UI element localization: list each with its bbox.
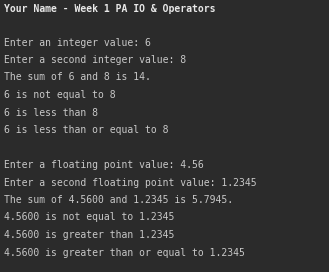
Text: Your Name - Week 1 PA IO & Operators: Your Name - Week 1 PA IO & Operators	[4, 4, 215, 14]
Text: Enter a second integer value: 8: Enter a second integer value: 8	[4, 55, 186, 65]
Text: Enter a floating point value: 4.56: Enter a floating point value: 4.56	[4, 160, 204, 170]
Text: 6 is less than 8: 6 is less than 8	[4, 107, 98, 118]
Text: 4.5600 is greater than 1.2345: 4.5600 is greater than 1.2345	[4, 230, 174, 240]
Text: Enter a second floating point value: 1.2345: Enter a second floating point value: 1.2…	[4, 178, 257, 187]
Text: 4.5600 is not equal to 1.2345: 4.5600 is not equal to 1.2345	[4, 212, 174, 222]
Text: The sum of 4.5600 and 1.2345 is 5.7945.: The sum of 4.5600 and 1.2345 is 5.7945.	[4, 195, 233, 205]
Text: 6 is less than or equal to 8: 6 is less than or equal to 8	[4, 125, 168, 135]
Text: 4.5600 is greater than or equal to 1.2345: 4.5600 is greater than or equal to 1.234…	[4, 248, 245, 258]
Text: Enter an integer value: 6: Enter an integer value: 6	[4, 38, 151, 48]
Text: The sum of 6 and 8 is 14.: The sum of 6 and 8 is 14.	[4, 73, 151, 82]
Text: 6 is not equal to 8: 6 is not equal to 8	[4, 90, 115, 100]
